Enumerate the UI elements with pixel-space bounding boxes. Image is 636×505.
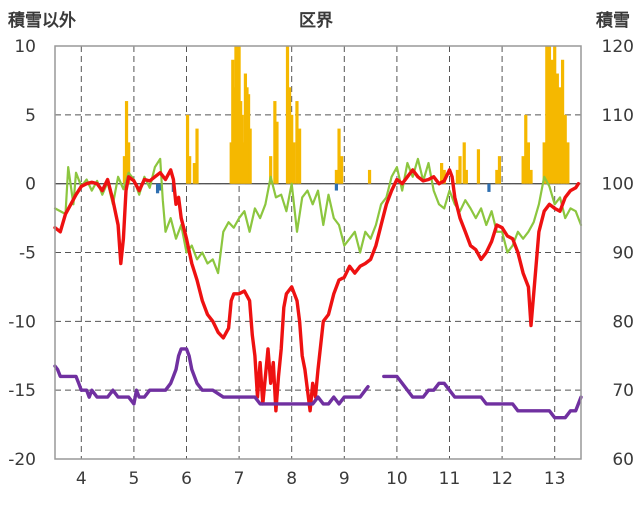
precip-bar bbox=[553, 46, 557, 184]
left-axis-label: 積雪以外 bbox=[8, 10, 76, 31]
right-tick-label: 120 bbox=[602, 37, 634, 57]
precip-bar bbox=[290, 114, 294, 184]
label-layer: 10 5 0 -5 -10 -15 -20 120 110 100 90 80 70 60 4 5 6 7 8 9 10… bbox=[8, 37, 634, 489]
precip-bar bbox=[547, 46, 552, 184]
precip-bar bbox=[462, 142, 466, 184]
x-tick-label: 8 bbox=[286, 469, 297, 489]
right-tick-label: 70 bbox=[612, 381, 634, 401]
precip-bar bbox=[476, 149, 481, 184]
chart-title: 区界 bbox=[299, 11, 333, 31]
right-tick-label: 60 bbox=[612, 450, 634, 470]
plot-frame bbox=[54, 45, 582, 460]
precip-bar bbox=[248, 128, 252, 184]
bar-layer bbox=[122, 46, 570, 194]
precip-bar bbox=[442, 169, 446, 184]
x-tick-label: 6 bbox=[181, 469, 192, 489]
precip-bar bbox=[526, 142, 530, 184]
left-tick-label: 5 bbox=[25, 106, 36, 126]
precip-bar bbox=[275, 121, 279, 184]
precip-bar bbox=[292, 142, 296, 184]
temp-line bbox=[53, 168, 581, 413]
precip-bar bbox=[458, 156, 462, 184]
precip-bar bbox=[340, 156, 344, 184]
negative_bar-bar bbox=[158, 183, 162, 191]
precip-bar bbox=[337, 128, 341, 184]
negative_bar-bar bbox=[487, 183, 491, 192]
right-axis-label: 積雪 bbox=[596, 10, 630, 31]
precip-bar bbox=[455, 169, 459, 184]
x-tick-label: 10 bbox=[386, 469, 408, 489]
precip-bar bbox=[440, 163, 444, 184]
precip-bar bbox=[269, 156, 273, 184]
x-tick-label: 5 bbox=[128, 469, 139, 489]
precip-bar bbox=[192, 163, 196, 184]
precip-bar bbox=[297, 128, 302, 184]
snow-line bbox=[53, 347, 583, 420]
precip-bar bbox=[529, 169, 533, 184]
precip-bar bbox=[188, 156, 192, 184]
precip-bar bbox=[560, 59, 565, 184]
precip-bar bbox=[495, 169, 499, 184]
precip-bar bbox=[273, 101, 277, 184]
precip-bar bbox=[542, 142, 546, 184]
x-tick-label: 11 bbox=[439, 469, 461, 489]
precip-bar bbox=[334, 169, 339, 184]
precip-bar bbox=[287, 87, 292, 184]
negative_bar-bar bbox=[155, 183, 160, 194]
negative_bar-bar bbox=[334, 183, 339, 191]
precip-bar bbox=[124, 101, 129, 184]
precip-bar bbox=[555, 73, 559, 184]
precip-bar bbox=[195, 128, 199, 184]
precip-bar bbox=[285, 46, 290, 184]
precip-bar bbox=[367, 169, 372, 184]
x-tick-label: 12 bbox=[491, 469, 513, 489]
left-tick-label: 0 bbox=[25, 175, 36, 195]
left-tick-label: 10 bbox=[14, 37, 36, 57]
precip-bar bbox=[558, 87, 562, 184]
precip-bar bbox=[563, 114, 567, 184]
right-tick-label: 110 bbox=[602, 106, 634, 126]
line-layer bbox=[53, 157, 583, 420]
left-tick-label: -15 bbox=[8, 381, 36, 401]
x-tick-label: 9 bbox=[339, 469, 350, 489]
precip-bar bbox=[566, 142, 570, 184]
precip-bar bbox=[524, 114, 528, 184]
right-tick-label: 80 bbox=[612, 312, 634, 332]
precip-bar bbox=[497, 156, 502, 184]
left-tick-label: -20 bbox=[8, 450, 36, 470]
precip-bar bbox=[550, 59, 554, 184]
right-tick-label: 90 bbox=[612, 244, 634, 264]
precip-bar bbox=[545, 46, 549, 184]
frame-layer bbox=[54, 45, 582, 460]
precip-bar bbox=[122, 156, 127, 184]
precip-bar bbox=[295, 101, 299, 184]
precip-bar bbox=[127, 142, 131, 184]
precip-bar bbox=[185, 114, 190, 184]
left-tick-label: -5 bbox=[19, 244, 36, 264]
x-tick-label: 7 bbox=[234, 469, 245, 489]
precip-bar bbox=[464, 169, 468, 184]
left-tick-label: -10 bbox=[8, 312, 36, 332]
right-tick-label: 100 bbox=[602, 175, 634, 195]
x-tick-label: 13 bbox=[544, 469, 566, 489]
precip-bar bbox=[521, 156, 525, 184]
x-tick-label: 4 bbox=[76, 469, 87, 489]
